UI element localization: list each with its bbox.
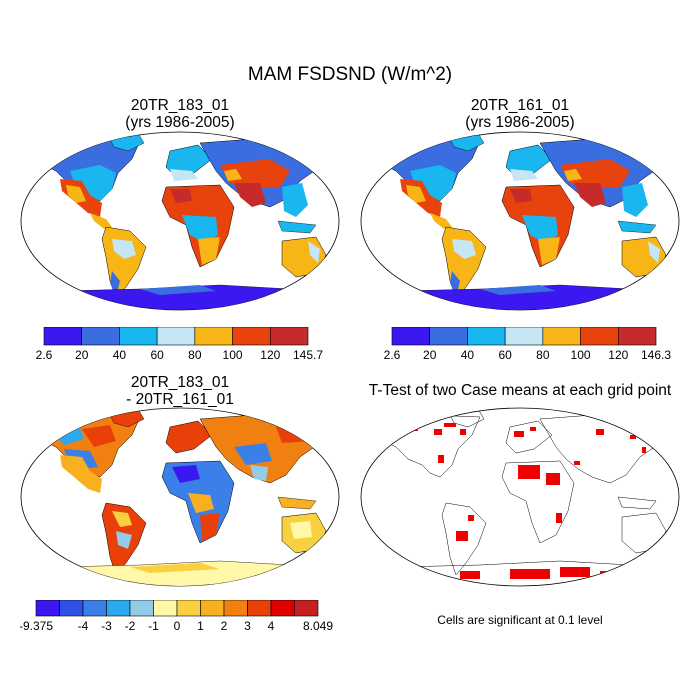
colorbar-case2-label: 80 bbox=[536, 348, 550, 362]
colorbar-diff-swatch bbox=[153, 600, 178, 617]
colorbar-case2-label: 146.3 bbox=[641, 348, 671, 362]
colorbar-case1-swatch bbox=[119, 327, 158, 346]
map-case1 bbox=[20, 131, 340, 311]
colorbar-case2-label: 100 bbox=[571, 348, 591, 362]
colorbar-case2: 2.6 20 40 60 80 100 120 146.3 bbox=[384, 327, 671, 362]
significance-note: Cells are significant at 0.1 level bbox=[437, 613, 603, 627]
colorbar-diff-label: -4 bbox=[78, 619, 89, 633]
colorbar-diff-swatch bbox=[129, 600, 154, 617]
colorbar-case1-label: 60 bbox=[150, 348, 164, 362]
colorbar-case1-label: 2.6 bbox=[36, 348, 53, 362]
panel-title-case1: 20TR_183_01 (yrs 1986-2005) bbox=[20, 97, 340, 131]
colorbar-diff-swatch bbox=[294, 600, 319, 617]
colorbar-case2-label: 120 bbox=[608, 348, 628, 362]
colorbar-diff-label: 4 bbox=[268, 619, 275, 633]
map-ttest bbox=[360, 407, 680, 587]
colorbar-case2-swatch bbox=[580, 327, 619, 346]
map-case2 bbox=[360, 131, 680, 311]
colorbar-case1-swatch bbox=[156, 327, 196, 346]
colorbar-diff-label: -9.375 bbox=[20, 619, 53, 633]
colorbar-case1: 2.6 20 40 60 80 100 120 145.7 bbox=[36, 327, 323, 362]
colorbar-diff-label: 1 bbox=[197, 619, 204, 633]
case2-years: (yrs 1986-2005) bbox=[465, 114, 575, 131]
colorbar-case1-swatch bbox=[232, 327, 271, 346]
colorbar-case1-label: 120 bbox=[260, 348, 280, 362]
colorbar-diff-swatch bbox=[270, 600, 295, 617]
colorbar-case1-swatch bbox=[269, 327, 309, 346]
colorbar-diff-label: -2 bbox=[125, 619, 136, 633]
case1-name: 20TR_183_01 bbox=[130, 97, 230, 114]
colorbar-case1-label: 80 bbox=[188, 348, 202, 362]
colorbar-case1-label: 145.7 bbox=[293, 348, 323, 362]
colorbar-case1-swatch bbox=[43, 327, 83, 346]
colorbar-case2-swatch bbox=[467, 327, 506, 346]
colorbar-case2-swatch bbox=[542, 327, 581, 346]
colorbar-case1-label: 100 bbox=[223, 348, 243, 362]
colorbar-case2-label: 40 bbox=[461, 348, 475, 362]
colorbar-case2-label: 2.6 bbox=[384, 348, 401, 362]
diff-line1: 20TR_183_01 bbox=[130, 374, 230, 391]
colorbar-diff-label: 2 bbox=[221, 619, 228, 633]
colorbar-case2-label: 20 bbox=[423, 348, 437, 362]
colorbar-diff-swatch bbox=[223, 600, 248, 617]
panel-title-ttest: T-Test of two Case means at each grid po… bbox=[368, 382, 672, 399]
colorbar-diff-swatch bbox=[176, 600, 201, 617]
colorbar-case1-label: 40 bbox=[113, 348, 127, 362]
case2-name: 20TR_161_01 bbox=[470, 97, 570, 114]
colorbar-diff-swatch bbox=[35, 600, 60, 617]
colorbar-case1-swatch bbox=[194, 327, 233, 346]
colorbar-case1-swatch bbox=[81, 327, 120, 346]
figure-title: MAM FSDSND (W/m^2) bbox=[247, 64, 453, 85]
panel-title-diff: 20TR_183_01 - 20TR_161_01 bbox=[20, 374, 340, 408]
colorbar-diff-label: -1 bbox=[148, 619, 159, 633]
colorbar-diff-label: -3 bbox=[101, 619, 112, 633]
colorbar-diff-swatch bbox=[200, 600, 225, 617]
colorbar-diff-swatch bbox=[247, 600, 272, 617]
colorbar-diff-label: 0 bbox=[174, 619, 181, 633]
map-difference bbox=[20, 407, 340, 587]
colorbar-case1-label: 20 bbox=[75, 348, 89, 362]
colorbar-diff-swatch bbox=[59, 600, 84, 617]
colorbar-case2-swatch bbox=[617, 327, 657, 346]
case1-years: (yrs 1986-2005) bbox=[125, 114, 235, 131]
diff-line2: - 20TR_161_01 bbox=[126, 391, 234, 408]
colorbar-case2-swatch bbox=[504, 327, 544, 346]
colorbar-difference: -9.375 -4 -3 -2 -1 0 1 2 3 4 8.049 bbox=[20, 600, 333, 633]
colorbar-case2-swatch bbox=[429, 327, 468, 346]
colorbar-diff-swatch bbox=[82, 600, 107, 617]
colorbar-diff-swatch bbox=[106, 600, 131, 617]
panel-title-case2: 20TR_161_01 (yrs 1986-2005) bbox=[360, 97, 680, 131]
colorbar-diff-label: 8.049 bbox=[303, 619, 333, 633]
colorbar-case2-label: 60 bbox=[498, 348, 512, 362]
colorbar-diff-label: 3 bbox=[244, 619, 251, 633]
colorbar-case2-swatch bbox=[391, 327, 431, 346]
